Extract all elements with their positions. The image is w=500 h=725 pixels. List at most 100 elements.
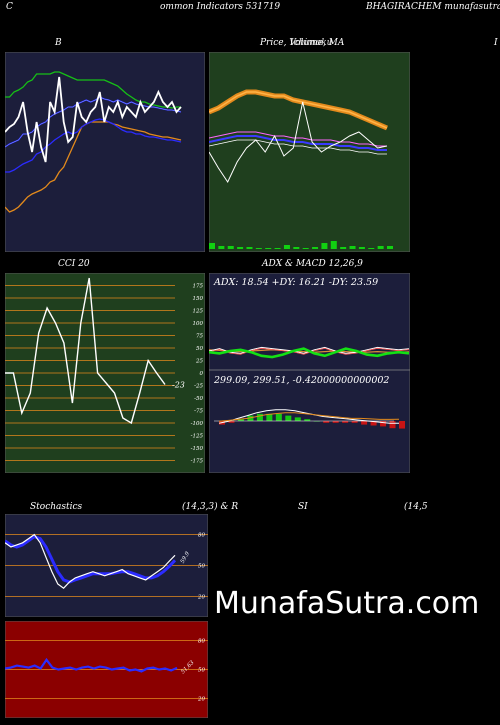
stoch-title-mid: (14,3,3) & R <box>182 502 239 512</box>
macd-histogram-bar <box>237 419 244 421</box>
rsi-tick-label: 80 <box>198 638 205 644</box>
price-close-line <box>209 101 388 184</box>
cci-tick-label: 25 <box>195 359 203 365</box>
price-panel <box>209 52 410 252</box>
cci-tick-label: 125 <box>193 309 204 315</box>
bb-title: B <box>55 38 62 48</box>
adx-background <box>209 273 410 473</box>
adx-readout: ADX: 18.54 +DY: 16.21 -DY: 23.59 <box>214 277 379 288</box>
macd-signal-line <box>218 412 400 422</box>
cci-chart: 175 150 125 100 75 50 25 0 -25 -50 -75 -100 -125 -150… <box>5 273 205 473</box>
price-title: Price, Volume, MA <box>260 38 345 48</box>
stoch-title-rsi: SI <box>298 502 308 512</box>
cci-tick-label: -100 <box>191 421 204 427</box>
volume-bar <box>265 248 272 249</box>
macd-readout: 299.09, 299.51, -0.42000000000002 <box>214 375 390 386</box>
stoch-tick-label: 20 <box>197 594 205 600</box>
rsi-tick-label: 20 <box>197 697 205 703</box>
adx-macd-chart <box>209 273 410 473</box>
macd-histogram-bar <box>332 421 339 423</box>
stoch-d-line <box>5 535 177 584</box>
bb-middle-band-highlight <box>5 96 182 148</box>
macd-histogram-bar <box>266 413 273 421</box>
price-background <box>209 52 410 252</box>
volume-bar <box>330 241 337 249</box>
cci-tick-label: -175 <box>191 459 204 465</box>
volume-bar <box>227 246 234 249</box>
macd-histogram-bar <box>256 413 263 421</box>
cci-line <box>5 277 166 425</box>
macd-histogram-bar <box>380 421 387 427</box>
cci-tick-label: 150 <box>193 296 204 302</box>
stoch-tick-label: 50 <box>198 564 205 570</box>
macd-histogram-bar <box>294 417 301 421</box>
bb-background <box>5 52 205 252</box>
macd-histogram-bar <box>304 419 311 421</box>
plus-di-line <box>209 347 410 359</box>
volume-bar <box>387 246 393 249</box>
stoch-current-label: 59.9 <box>180 551 192 565</box>
volume-bar <box>255 248 262 249</box>
macd-histogram-bar <box>228 421 235 423</box>
macd-histogram-bar <box>399 421 405 429</box>
volume-bar <box>349 246 356 249</box>
cci-panel: 175 150 125 100 75 50 25 0 -25 -50 -75 -100 -125 -150… <box>5 273 205 473</box>
macd-histogram-bar <box>351 421 358 423</box>
macd-histogram-bar <box>285 415 292 421</box>
macd-histogram-bar <box>361 421 368 425</box>
stoch-title-right: (14,5 <box>404 502 428 512</box>
header-left: C <box>6 2 13 12</box>
volume-bar <box>358 247 365 249</box>
bollinger-chart <box>5 52 205 252</box>
adx-title: ADX & MACD 12,26,9 <box>262 259 363 269</box>
cci-tick-label: -125 <box>191 434 204 440</box>
cci-tick-label: -150 <box>191 446 204 452</box>
bollinger-panel <box>5 52 205 252</box>
bb-price-line <box>5 76 182 163</box>
cci-title: CCI 20 <box>58 259 90 269</box>
cci-tick-label: 100 <box>193 321 204 327</box>
volume-bar <box>321 243 328 249</box>
volume-bar <box>293 247 300 249</box>
rsi-line <box>5 657 178 673</box>
volume-bar <box>377 246 384 249</box>
volume-bar <box>218 246 225 249</box>
volume-bar <box>237 247 244 249</box>
price-ma-long-core <box>209 91 388 129</box>
volume-bar <box>246 247 253 249</box>
header-middle: ommon Indicators 531719 <box>160 2 281 12</box>
macd-histogram-bar <box>389 421 396 429</box>
rsi-tick-label: 50 <box>198 668 205 674</box>
stochastics-chart: 80 50 20 59.9 <box>5 514 208 617</box>
volume-bar <box>302 248 309 249</box>
volume-bar <box>209 243 215 249</box>
volume-bar <box>274 248 281 249</box>
macd-histogram-bar <box>370 421 377 426</box>
macd-histogram-bar <box>275 413 282 421</box>
price-ma-mid <box>209 135 387 151</box>
volume-bar <box>312 247 319 249</box>
cci-tick-label: -75 <box>194 409 203 415</box>
price-ma-short <box>209 131 387 147</box>
stoch-tick-label: 80 <box>198 533 205 539</box>
price-right-edge: I <box>494 38 498 48</box>
stochastics-panel: 80 50 20 59.9 <box>5 514 208 617</box>
price-ma-fast <box>209 139 387 155</box>
bb-middle-band-2 <box>5 118 182 173</box>
watermark: MunafaSutra.com <box>214 586 480 621</box>
stoch-title-left: Stochastics <box>30 502 83 512</box>
minus-di-line-red <box>209 347 410 355</box>
cci-current-label: -23 <box>172 381 185 390</box>
price-chart <box>209 52 410 252</box>
rsi-panel: 80 50 20 51.63 <box>5 621 208 718</box>
cci-tick-label: 175 <box>193 284 204 290</box>
macd-histogram-bar <box>323 421 330 423</box>
bb-lower-band <box>5 121 182 213</box>
volume-bar <box>283 245 290 249</box>
price-overlay-label: Ichimoku <box>290 38 333 48</box>
cci-tick-label: 50 <box>196 346 203 352</box>
header-right: BHAGIRACHEM munafasutra.in <box>366 2 500 12</box>
cci-tick-label: -50 <box>194 396 203 402</box>
volume-bar <box>368 248 375 249</box>
